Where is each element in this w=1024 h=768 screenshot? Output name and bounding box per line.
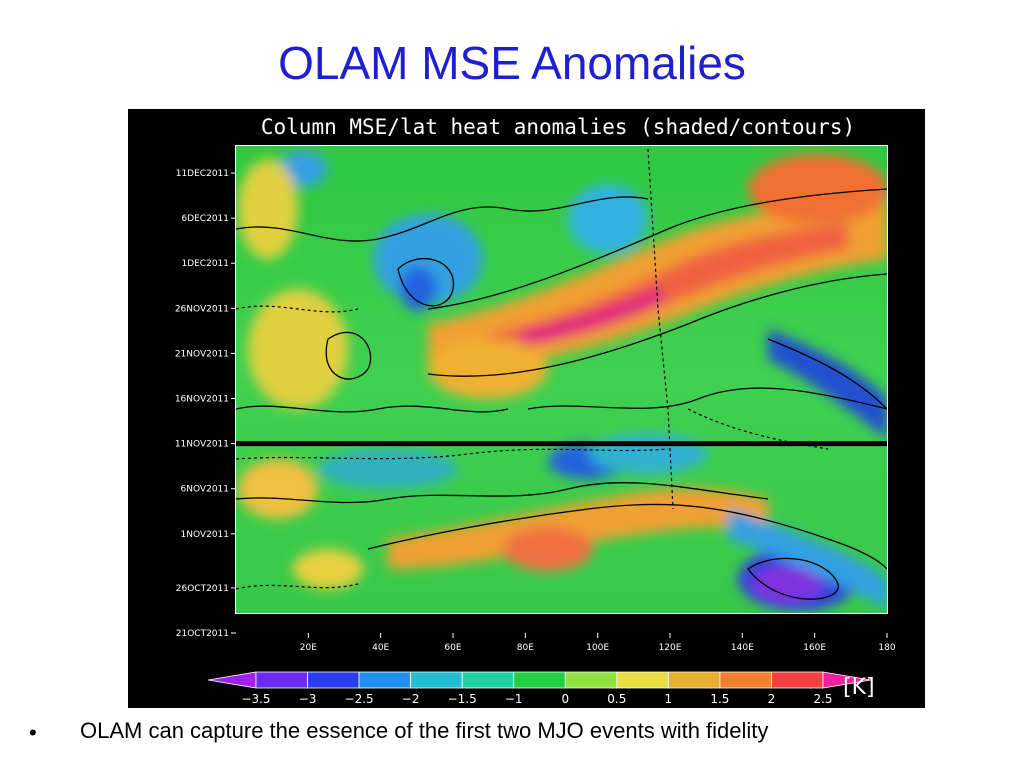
colorbar-swatch [461, 671, 515, 689]
colorbar-label: 1.5 [710, 692, 729, 706]
colorbar-label: −2 [402, 692, 420, 706]
colorbar-label: −3.5 [241, 692, 270, 706]
x-axis: 20E 40E 60E 80E 100E 120E 140E 160E 180 [300, 633, 896, 653]
shaded-field [236, 146, 887, 613]
colorbar-low-arrow [207, 671, 257, 689]
chart-title: Column MSE/lat heat anomalies (shaded/co… [261, 115, 855, 139]
x-tick-label: 120E [659, 643, 682, 653]
colorbar-swatch [719, 671, 772, 689]
colorbar-swatch [616, 671, 669, 689]
colorbar-label: 2 [768, 692, 776, 706]
y-axis: 11DEC2011 6DEC2011 1DEC2011 26NOV2011 21NOV2… [175, 169, 236, 639]
y-tick-label: 6NOV2011 [181, 485, 229, 495]
colorbar-label: −3 [299, 692, 317, 706]
x-tick-label: 160E [803, 643, 826, 653]
colorbar-label: 0.5 [607, 692, 626, 706]
colorbar-swatch [667, 671, 721, 689]
colorbar-label: 1 [665, 692, 673, 706]
colorbar-label: 2.5 [813, 692, 832, 706]
colorbar-swatch [771, 671, 824, 689]
colorbar-label: −1.5 [448, 692, 477, 706]
colorbar-label: −2.5 [345, 692, 374, 706]
colorbar-unit: [K] [843, 675, 875, 700]
colorbar-label: 0 [561, 692, 569, 706]
y-tick-label: 1NOV2011 [181, 530, 229, 540]
y-tick-label: 11DEC2011 [176, 169, 229, 179]
hovmoller-chart: Column MSE/lat heat anomalies (shaded/co… [175, 115, 896, 706]
x-tick-label: 40E [372, 643, 389, 653]
bullet-text: OLAM can capture the essence of the firs… [80, 718, 769, 743]
x-tick-label: 80E [517, 643, 534, 653]
bullet-marker: • [29, 720, 37, 745]
chart-figure: Column MSE/lat heat anomalies (shaded/co… [128, 109, 925, 708]
x-tick-label: 60E [444, 643, 461, 653]
colorbar-swatch [513, 671, 566, 689]
colorbar-high-arrow [822, 671, 872, 689]
y-tick-label: 21NOV2011 [175, 349, 229, 359]
y-tick-label: 26OCT2011 [176, 584, 229, 594]
y-tick-label: 26NOV2011 [175, 304, 229, 314]
colorbar: −3.5 −3 −2.5 −2 −1.5 −1 0 0.5 1 1.5 2 2.5 [207, 671, 872, 706]
colorbar-swatch [410, 671, 463, 689]
colorbar-swatch [564, 671, 618, 689]
colorbar-swatch [307, 671, 360, 689]
y-tick-label: 21OCT2011 [176, 629, 229, 639]
x-tick-label: 20E [300, 643, 317, 653]
colorbar-label: −1 [505, 692, 523, 706]
colorbar-swatch [255, 671, 308, 689]
x-tick-label: 140E [731, 643, 754, 653]
y-tick-label: 1DEC2011 [181, 259, 229, 269]
x-tick-label: 100E [586, 643, 609, 653]
y-tick-label: 16NOV2011 [175, 395, 229, 405]
x-tick-label: 180 [878, 643, 895, 653]
y-tick-label: 11NOV2011 [175, 440, 229, 450]
slide-title: OLAM MSE Anomalies [278, 37, 746, 89]
colorbar-swatch [358, 671, 412, 689]
y-tick-label: 6DEC2011 [181, 214, 229, 224]
